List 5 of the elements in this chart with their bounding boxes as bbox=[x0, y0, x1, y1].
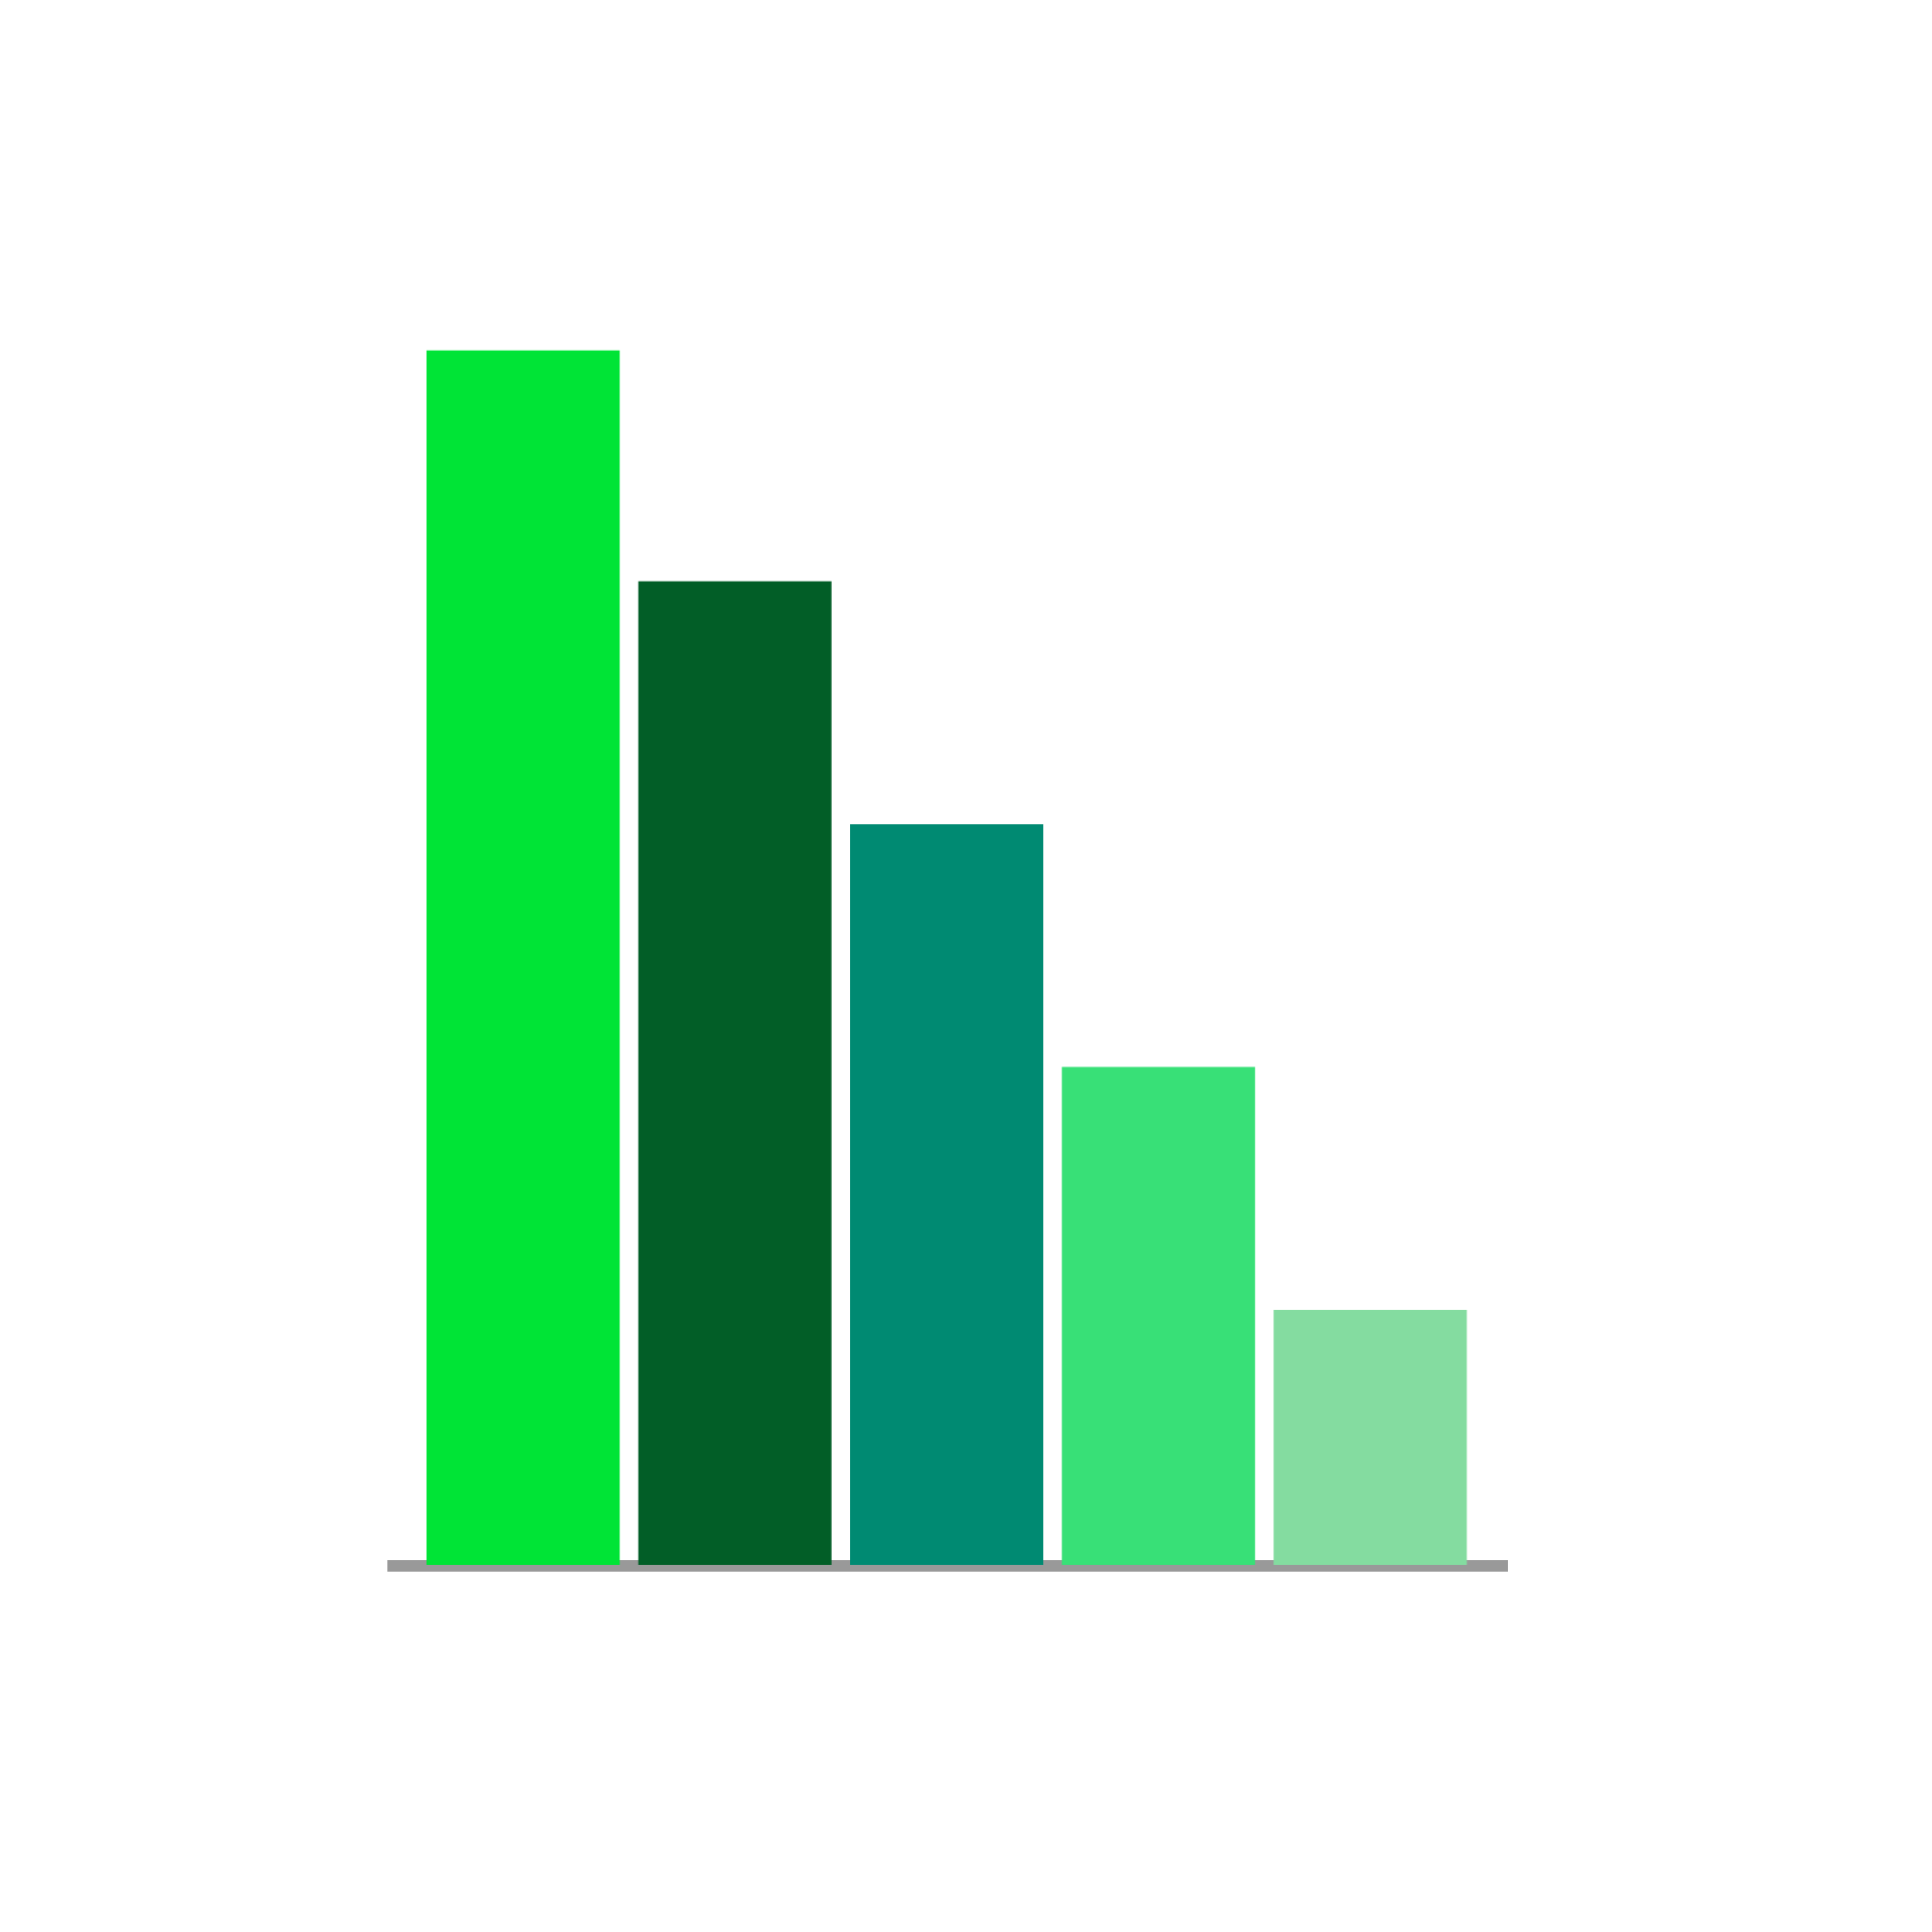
bar bbox=[638, 581, 832, 1565]
bar bbox=[426, 350, 620, 1565]
bar bbox=[1273, 1310, 1467, 1565]
bar bbox=[1062, 1066, 1256, 1565]
bar bbox=[850, 824, 1043, 1565]
